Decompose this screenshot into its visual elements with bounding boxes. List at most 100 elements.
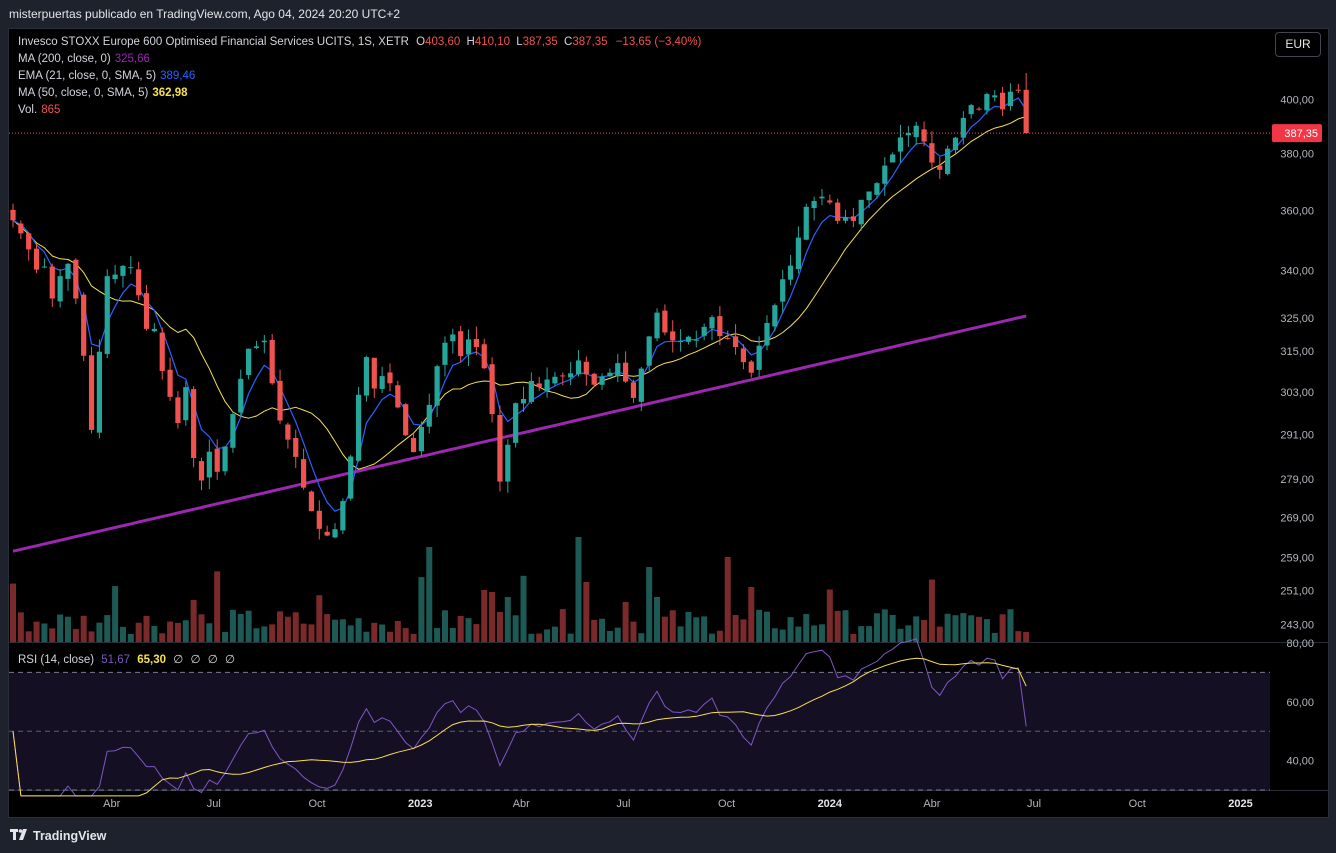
candle-body xyxy=(897,137,904,152)
candle-body xyxy=(764,322,770,346)
change-value: −13,65 (−3,40%) xyxy=(615,36,702,48)
ma200-value: 325,66 xyxy=(114,53,150,65)
candle-body xyxy=(756,345,762,370)
rsi-ma-line xyxy=(12,657,1027,797)
volume-bar xyxy=(599,618,606,642)
volume-bar xyxy=(991,632,998,642)
candle-body xyxy=(442,342,448,365)
close-label: C xyxy=(564,36,573,48)
volume-bar xyxy=(803,614,810,642)
volume-bar xyxy=(80,615,87,642)
volume-bar xyxy=(756,609,763,642)
open-value: 403,60 xyxy=(425,36,461,48)
volume-legend[interactable]: Vol. 865 xyxy=(18,104,60,116)
volume-bar xyxy=(732,615,739,642)
y-axis-label: 269,00 xyxy=(1280,512,1314,524)
publish-header: misterpuertas publicado en TradingView.c… xyxy=(0,0,1336,28)
y-axis-label: 315,00 xyxy=(1280,346,1314,358)
ma200-legend[interactable]: MA (200, close, 0) 325,66 xyxy=(18,53,150,65)
candle-body xyxy=(607,372,613,377)
volume-bar xyxy=(10,583,16,642)
volume-bar xyxy=(999,614,1006,642)
volume-bar xyxy=(952,615,959,642)
volume-bar xyxy=(64,616,71,642)
candle-body xyxy=(1023,89,1029,134)
candle-body xyxy=(371,357,377,389)
volume-label: Vol. xyxy=(18,104,38,116)
volume-bar xyxy=(606,631,613,642)
y-axis-label: 360,00 xyxy=(1280,205,1314,217)
candle-body xyxy=(615,363,621,377)
candle-body xyxy=(136,269,142,296)
x-axis-label: Oct xyxy=(308,798,325,810)
volume-bar xyxy=(968,615,975,642)
candle-body xyxy=(387,372,393,384)
volume-bar xyxy=(308,624,315,642)
volume-bar xyxy=(410,633,417,642)
candle-body xyxy=(819,196,825,199)
volume-bar xyxy=(795,626,802,642)
volume-bar xyxy=(960,613,967,642)
candle-body xyxy=(717,316,723,337)
volume-bar xyxy=(716,630,723,642)
candle-body xyxy=(709,317,715,329)
candle-body xyxy=(693,339,699,341)
x-axis-label: Abr xyxy=(103,798,120,810)
candle-body xyxy=(395,385,401,408)
volume-bar xyxy=(151,626,158,642)
volume-bar xyxy=(740,619,747,642)
volume-bar xyxy=(434,627,441,642)
candle-body xyxy=(348,456,354,499)
rsi-legend[interactable]: RSI (14, close) 51,67 65,30 ∅ ∅ ∅ ∅ xyxy=(18,652,235,666)
volume-bar xyxy=(49,628,56,642)
candle-body xyxy=(18,223,24,234)
symbol-title: Invesco STOXX Europe 600 Optimised Finan… xyxy=(18,36,409,48)
candle-body xyxy=(151,328,157,332)
volume-bar xyxy=(332,619,339,642)
candle-body xyxy=(1000,92,1006,110)
volume-bar xyxy=(944,613,951,642)
volume-bar xyxy=(316,595,323,642)
volume-bar xyxy=(347,625,354,642)
volume-bar xyxy=(198,614,205,642)
candle-body xyxy=(780,279,786,302)
volume-bar xyxy=(127,633,134,642)
candle-body xyxy=(929,143,935,163)
candle-body xyxy=(128,267,134,269)
volume-bar xyxy=(1023,632,1030,642)
volume-bar xyxy=(638,633,645,642)
volume-bar xyxy=(41,623,48,642)
volume-bar xyxy=(512,615,519,642)
volume-bar xyxy=(709,633,716,642)
candle-body xyxy=(1015,89,1021,91)
candle-body xyxy=(332,529,338,538)
ma50-legend[interactable]: MA (50, close, 0, SMA, 5) 362,98 xyxy=(18,87,188,99)
volume-bar xyxy=(182,620,189,642)
candle-body xyxy=(167,369,173,397)
volume-bar xyxy=(646,567,653,642)
volume-bar xyxy=(693,617,700,642)
volume-bar xyxy=(33,621,40,642)
ma50-line xyxy=(12,116,1027,470)
candle-body xyxy=(670,331,676,341)
volume-bar xyxy=(371,622,378,642)
candle-body xyxy=(120,265,126,276)
volume-bar xyxy=(206,623,213,642)
volume-bar xyxy=(17,612,24,642)
candle-body xyxy=(300,459,307,488)
candle-body xyxy=(591,373,597,385)
ema21-legend[interactable]: EMA (21, close, 0, SMA, 5) 389,46 xyxy=(18,70,195,82)
candle-body xyxy=(882,165,888,184)
rsi-line xyxy=(12,638,1027,797)
candle-body xyxy=(905,133,911,136)
y-axis-label: 259,00 xyxy=(1280,552,1314,564)
candle-body xyxy=(41,266,48,268)
candle-body xyxy=(159,332,165,371)
low-label: L xyxy=(516,36,523,48)
currency-button[interactable]: EUR xyxy=(1275,32,1321,57)
candle-body xyxy=(630,382,637,398)
rsi-y-axis-label: 40,00 xyxy=(1286,756,1314,768)
candle-body xyxy=(293,437,299,457)
volume-bar xyxy=(104,615,111,642)
